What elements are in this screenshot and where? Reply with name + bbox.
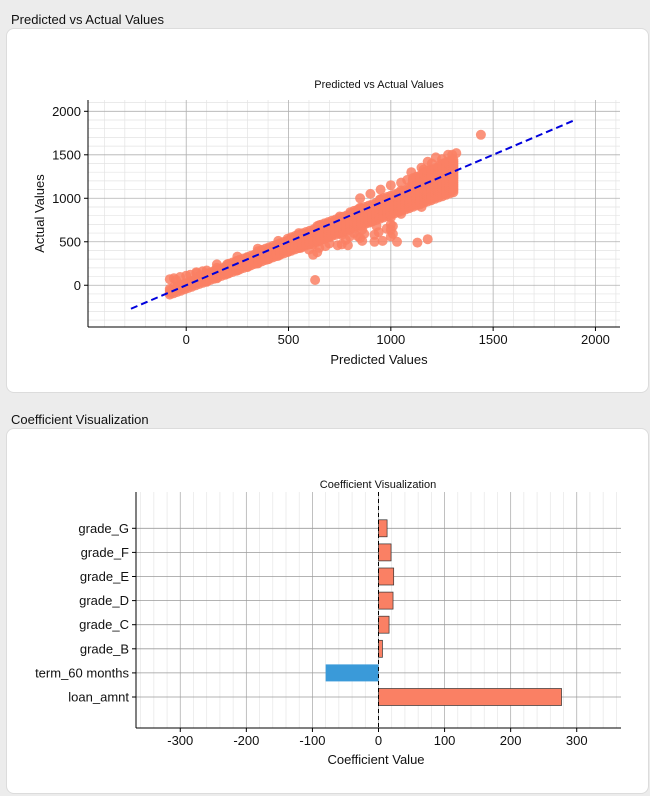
y-tick-label: grade_C [79,617,129,632]
y-tick-label: grade_D [79,593,129,608]
data-point [422,234,433,245]
section-title-coefficients: Coefficient Visualization [11,412,149,427]
bar-grade_e [378,567,395,586]
x-tick-label: 0 [183,332,190,347]
x-axis-label: Coefficient Value [327,752,424,767]
y-tick-label: 1000 [52,191,81,206]
y-tick-label: grade_E [80,569,129,584]
chart-title: Predicted vs Actual Values [314,79,444,91]
y-tick-label: term_60 months [35,665,129,680]
data-point [448,154,459,165]
data-point [385,180,396,191]
x-tick-label: 300 [566,733,588,748]
reference-line [130,119,576,310]
x-tick-label: 500 [278,332,300,347]
data-point [332,240,343,251]
bar-grade_d [378,591,394,610]
data-point [385,224,396,235]
y-tick-label: 500 [59,234,81,249]
x-axis-label: Predicted Values [330,352,428,367]
x-tick-label: 1000 [376,332,405,347]
x-tick-label: -100 [299,733,325,748]
data-point [369,236,380,247]
data-point [369,229,380,240]
data-point [310,275,321,285]
y-tick-label: 1500 [52,147,81,162]
y-tick-label: grade_B [80,641,129,656]
data-point [475,129,486,140]
chart-title: Coefficient Visualization [320,479,436,491]
bar-grade_c [378,615,390,634]
data-point [392,236,402,247]
data-point [365,188,376,199]
data-point [430,152,441,163]
x-tick-label: 0 [375,733,382,748]
y-tick-label: 0 [74,278,81,293]
bar-term_60-months [325,664,379,682]
coefficient-chart: -300 -200 -100 0 100 200 300 loan_amnt term_60 m… [35,479,621,767]
data-point [412,237,423,248]
data-point [377,235,388,246]
x-tick-label: 1500 [479,332,508,347]
y-tick-label: 2000 [52,104,81,119]
bar-grade_f [378,543,392,562]
section-title-scatter: Predicted vs Actual Values [11,12,164,27]
scatter-card: 0 500 1000 1500 2000 0 500 1000 1500 2000 Predicte… [6,28,649,393]
y-axis-label: Actual Values [32,174,47,253]
data-point [422,156,433,167]
x-tick-label: -200 [233,733,259,748]
bar-loan_amnt [378,688,562,706]
data-point [308,249,319,260]
x-tick-label: 200 [500,733,522,748]
data-point [375,184,386,195]
data-point [342,240,353,251]
bar-grade_b [378,639,383,658]
x-tick-label: 100 [434,733,456,748]
data-point [355,193,366,204]
y-tick-label: loan_amnt [68,690,129,705]
y-tick-label: grade_G [78,521,129,536]
y-tick-label: grade_F [81,545,129,560]
scatter-chart: 0 500 1000 1500 2000 0 500 1000 1500 2000 Predicte… [32,79,620,367]
x-tick-label: 2000 [581,332,610,347]
x-tick-label: -300 [167,733,193,748]
data-point [355,232,366,243]
bar-grade_g [378,519,388,538]
coefficient-card: -300 -200 -100 0 100 200 300 loan_amnt term_60 m… [6,428,649,794]
